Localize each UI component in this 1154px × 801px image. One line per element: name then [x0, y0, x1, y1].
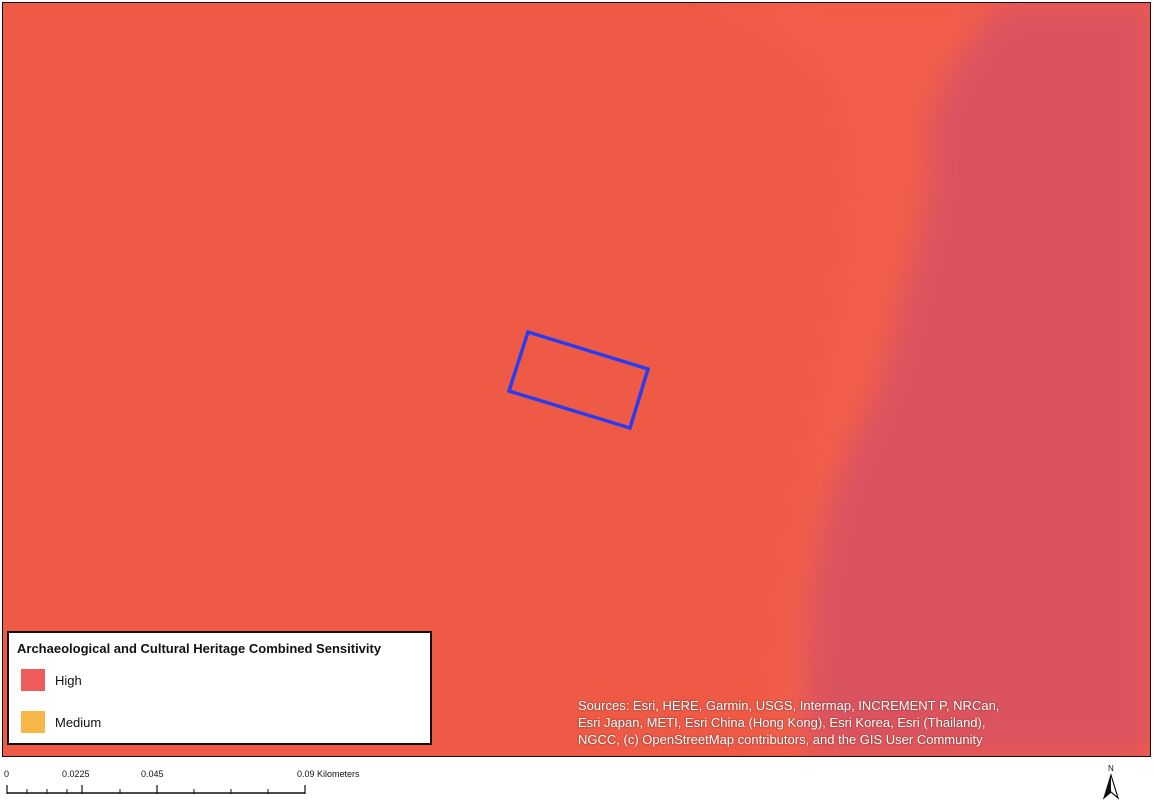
- map-legend: Archaeological and Cultural Heritage Com…: [7, 631, 432, 745]
- legend-swatch-medium: [21, 711, 45, 733]
- legend-label-high: High: [55, 673, 82, 688]
- legend-label-medium: Medium: [55, 715, 101, 730]
- scale-bar-graphic: [0, 765, 420, 801]
- legend-item-medium: Medium: [21, 711, 321, 735]
- scale-bar: 0 0.0225 0.045 0.09 Kilometers: [0, 765, 420, 801]
- attribution-line: Sources: Esri, HERE, Garmin, USGS, Inter…: [578, 697, 1138, 714]
- legend-swatch-high: [21, 669, 45, 691]
- north-arrow: N: [1100, 764, 1124, 800]
- legend-item-high: High: [21, 669, 321, 693]
- north-arrow-icon: [1100, 764, 1124, 800]
- map-attribution: Sources: Esri, HERE, Garmin, USGS, Inter…: [578, 697, 1138, 748]
- attribution-line: Esri Japan, METI, Esri China (Hong Kong)…: [578, 714, 1138, 731]
- attribution-line: NGCC, (c) OpenStreetMap contributors, an…: [578, 731, 1138, 748]
- legend-title: Archaeological and Cultural Heritage Com…: [17, 641, 381, 656]
